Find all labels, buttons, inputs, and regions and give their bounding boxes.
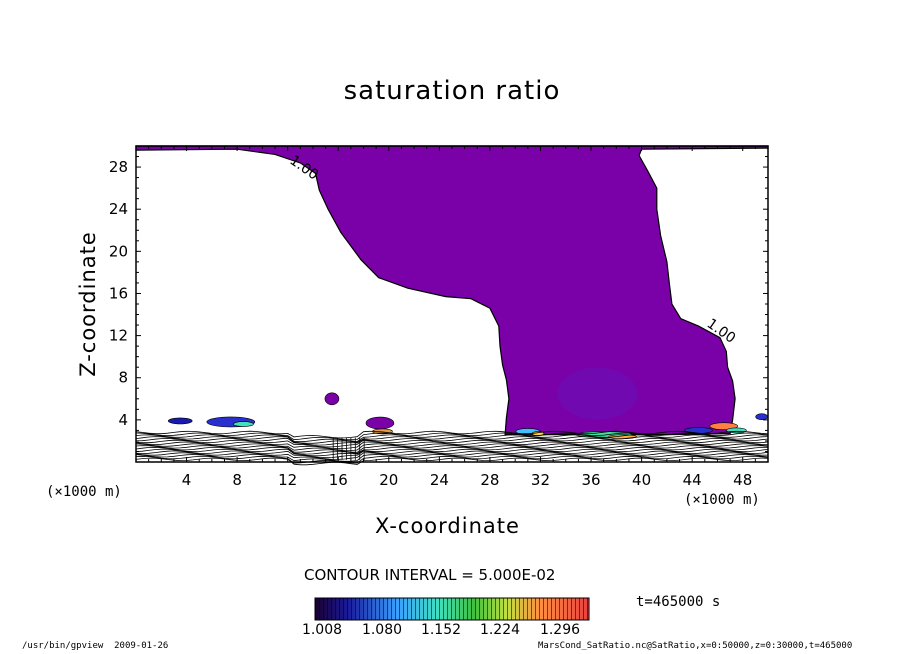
ground-contour-line: [135, 439, 769, 448]
cloud-blob: [365, 416, 395, 430]
ground-contour-line: [135, 443, 769, 451]
time-label: t=465000 s: [636, 594, 721, 610]
x-axis-unit: (×1000 m): [684, 492, 760, 508]
y-tick-label: 24: [109, 200, 128, 218]
footer-left: /usr/bin/gpview 2009-01-26: [22, 641, 169, 651]
saturated-region-fill: [135, 145, 769, 436]
ground-contour-line: [135, 450, 769, 459]
ground-contour-line: [135, 434, 769, 443]
x-tick-label: 16: [329, 471, 348, 489]
x-tick-label: 36: [581, 471, 600, 489]
region-shade: [557, 367, 638, 420]
footer-right: MarsCond_SatRatio.nc@SatRatio,x=0:50000,…: [538, 641, 853, 651]
cloud-blob: [684, 427, 713, 434]
x-tick-label: 20: [379, 471, 398, 489]
cloud-blob: [233, 421, 254, 427]
ground-contour-line: [135, 455, 769, 464]
ground-contours: [135, 430, 769, 466]
x-tick-label: 24: [430, 471, 449, 489]
ground-contour-line: [135, 430, 769, 439]
colorbar-tick-label: 1.008: [301, 622, 343, 638]
x-tick-label: 44: [683, 471, 702, 489]
x-axis-ticks: 4 8 12 16 20 24 28 32 36 40 44 48: [148, 146, 756, 489]
cloud-blobs: [167, 392, 768, 440]
y-tick-label: 28: [109, 158, 128, 176]
x-tick-label: 4: [182, 471, 192, 489]
y-tick-label: 4: [118, 411, 128, 429]
cloud-blob: [324, 392, 340, 406]
x-tick-label: 32: [531, 471, 550, 489]
ground-contour-line: [135, 454, 769, 462]
y-tick-label: 8: [118, 369, 128, 387]
contour-interval: CONTOUR INTERVAL = 5.000E-02: [304, 566, 556, 584]
colorbar-tick-label: 1.152: [420, 622, 462, 638]
ground-contour-line: [135, 436, 769, 444]
y-axis-ticks: 4 8 12 16 20 24 28: [109, 156, 768, 452]
cloud-blob: [755, 413, 768, 421]
ground-contour-line: [135, 448, 769, 457]
ground-contour-line: [135, 457, 769, 466]
chart-title: saturation ratio: [343, 76, 561, 106]
x-tick-label: 12: [278, 471, 297, 489]
ground-contour-line: [135, 437, 769, 446]
ground-contour-line: [135, 445, 769, 453]
colorbar-tick-label: 1.224: [479, 622, 521, 638]
x-axis-label: X-coordinate: [375, 514, 520, 538]
y-axis-label: Z-coordinate: [76, 231, 100, 377]
ground-contour-line: [135, 432, 769, 441]
ground-contour-line: [135, 446, 768, 455]
colorbar-stripes: [315, 598, 589, 620]
y-tick-label: 20: [109, 242, 128, 260]
x-tick-label: 40: [632, 471, 651, 489]
x-tick-label: 48: [733, 471, 752, 489]
colorbar-tick-label: 1.080: [361, 622, 403, 638]
x-tick-label: 28: [480, 471, 499, 489]
y-axis-unit: (×1000 m): [46, 484, 122, 500]
y-tick-label: 12: [109, 327, 128, 345]
colorbar-tick-label: 1.296: [539, 622, 581, 638]
ground-contour-line: [135, 452, 769, 460]
ground-contour-line: [135, 441, 769, 450]
x-tick-label: 8: [232, 471, 242, 489]
y-tick-label: 16: [109, 284, 128, 302]
cloud-blob: [167, 417, 193, 425]
saturated-region: [135, 145, 769, 436]
